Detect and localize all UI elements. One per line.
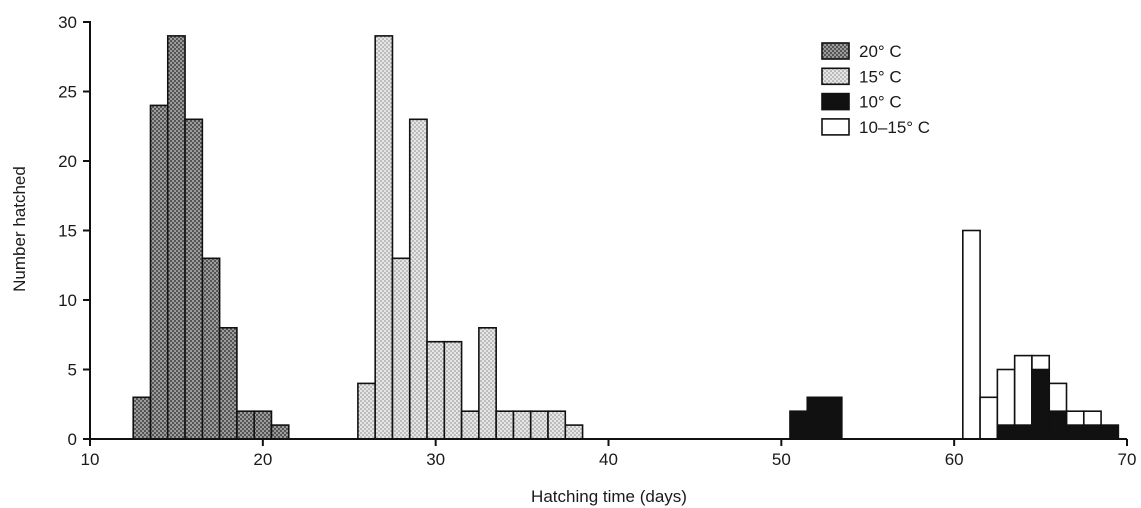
bar-series-0-x-18	[218, 326, 238, 440]
y-tick-label-30: 30	[58, 13, 77, 32]
bar-series-1-x-28	[391, 257, 411, 440]
x-tick-label-70: 70	[1118, 450, 1137, 469]
x-tick-label-50: 50	[772, 450, 791, 469]
legend: 20° C 15° C 10° C 10–15° C	[821, 42, 930, 137]
bar-series-1-x-33	[478, 326, 497, 440]
bar-series-1-x-34	[495, 410, 515, 440]
bar-series-0-x-16	[184, 118, 204, 440]
bar-series-2-x-69	[1100, 424, 1120, 440]
bar-series-2-x-67	[1065, 424, 1085, 440]
bar-series-1-x-27	[374, 35, 394, 440]
bar-series-2-x-65	[1031, 368, 1051, 440]
legend-label-0: 20° C	[859, 42, 902, 61]
bar-series-0-x-15	[166, 35, 186, 440]
bar-series-1-x-26	[357, 382, 376, 440]
legend-label-1: 15° C	[859, 67, 902, 86]
legend-swatch-1	[821, 67, 850, 86]
bar-series-1-x-36	[529, 410, 549, 440]
bar-series-0-x-13	[132, 396, 152, 440]
legend-swatch-0	[821, 42, 850, 60]
bar-series-1-x-38	[564, 424, 584, 440]
bar-series-3-x-61	[962, 229, 981, 440]
bar-series-2-x-68	[1082, 424, 1102, 440]
bar-series-1-x-29	[408, 118, 428, 440]
bar-series-0-x-20	[253, 410, 273, 440]
legend-label-3: 10–15° C	[859, 118, 930, 137]
series-15c-bars	[357, 35, 584, 440]
bar-series-0-x-19	[236, 410, 255, 440]
x-tick-label-20: 20	[253, 450, 272, 469]
bar-series-1-x-30	[426, 340, 446, 440]
y-tick-label-0: 0	[68, 430, 77, 449]
bar-series-2-x-63	[996, 424, 1016, 440]
bar-series-1-x-31	[443, 340, 463, 440]
bar-series-2-x-51	[789, 410, 809, 440]
bar-series-2-x-64	[1013, 424, 1033, 440]
x-tick-label-10: 10	[81, 450, 100, 469]
y-tick-label-5: 5	[68, 361, 77, 380]
bar-series-2-x-52	[806, 396, 826, 440]
legend-label-2: 10° C	[859, 93, 902, 112]
bar-series-2-x-53	[823, 396, 843, 440]
bar-series-0-x-14	[149, 104, 169, 440]
x-tick-label-60: 60	[945, 450, 964, 469]
y-tick-label-10: 10	[58, 291, 77, 310]
bar-series-1-x-32	[460, 410, 480, 440]
y-axis-ticks: 0 5 10 15 20 25 30	[58, 13, 90, 449]
legend-swatch-3	[821, 118, 850, 136]
y-tick-label-25: 25	[58, 83, 77, 102]
x-axis-ticks: 10 20 30 40 50 60 70	[81, 439, 1137, 469]
x-tick-label-30: 30	[426, 450, 445, 469]
series-20c-bars	[132, 35, 290, 440]
y-tick-label-20: 20	[58, 152, 77, 171]
bar-series-1-x-37	[547, 410, 567, 440]
y-axis-title: Number hatched	[10, 166, 29, 292]
bar-series-1-x-35	[512, 410, 532, 440]
x-axis-title: Hatching time (days)	[531, 487, 687, 506]
y-tick-label-15: 15	[58, 222, 77, 241]
bar-series-3-x-62	[979, 396, 999, 440]
bar-series-2-x-66	[1048, 410, 1068, 440]
x-tick-label-40: 40	[599, 450, 618, 469]
bar-series-0-x-21	[270, 424, 290, 440]
series-10c-bars	[789, 368, 1120, 440]
legend-swatch-2	[821, 92, 850, 111]
bar-series-0-x-17	[201, 257, 221, 440]
